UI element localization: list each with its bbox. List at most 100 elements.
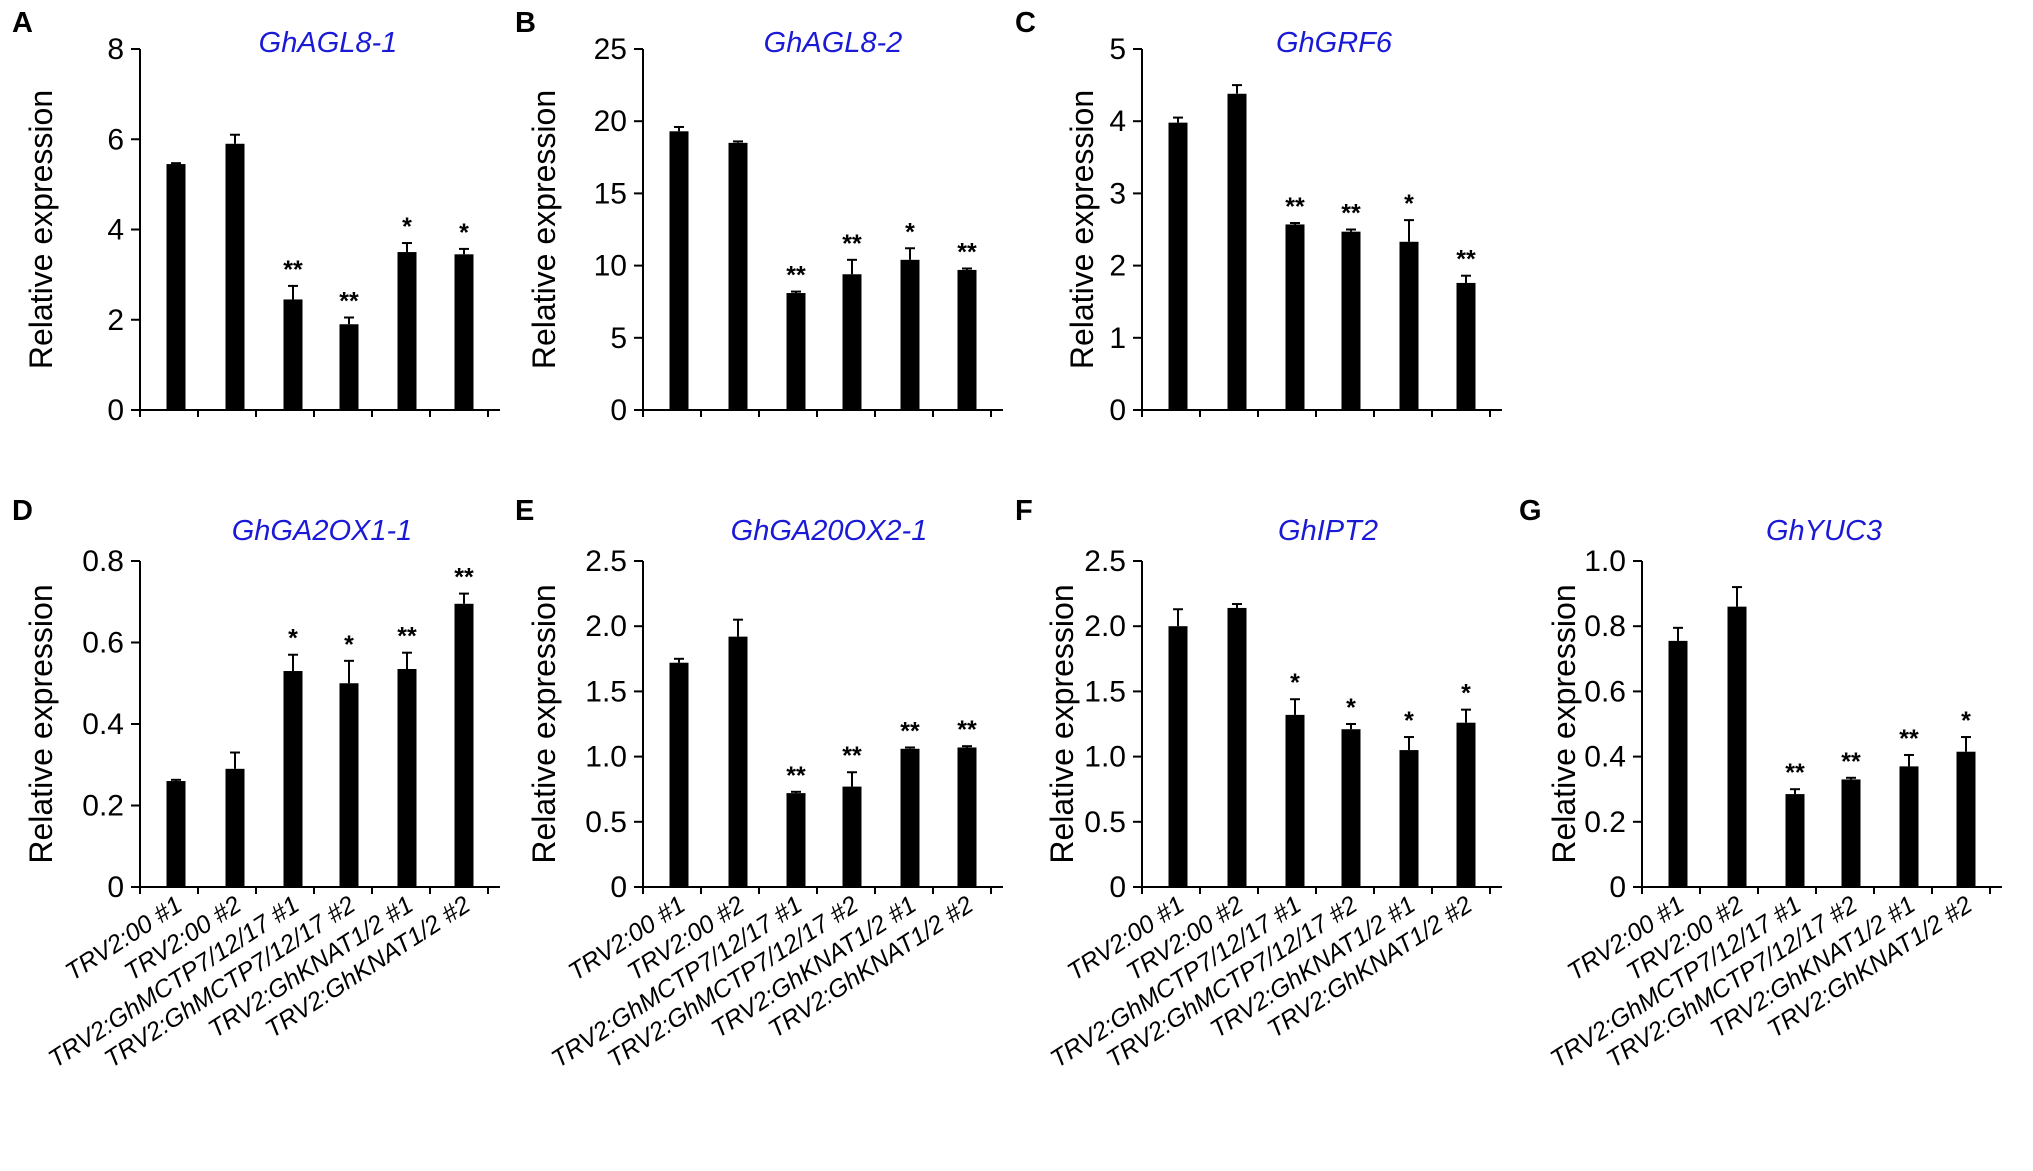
bar xyxy=(728,636,748,887)
y-tick-label: 0 xyxy=(1609,871,1626,904)
chart-title: GhIPT2 xyxy=(1278,515,1378,547)
bar xyxy=(957,269,977,410)
y-tick-label: 6 xyxy=(107,123,124,156)
bar xyxy=(786,793,806,887)
chart-title: GhGA20OX2-1 xyxy=(731,515,928,547)
y-tick-label: 8 xyxy=(107,33,124,66)
significance-label: ** xyxy=(1456,246,1476,274)
chart-panel-e: E GhGA20OX2-1 Relative expression 0 0.5 1.0 1.… xyxy=(515,495,1003,1073)
y-tick-label: 5 xyxy=(610,322,627,355)
panel-letter: C xyxy=(1015,7,1036,39)
bar xyxy=(397,668,417,887)
bar xyxy=(786,293,806,410)
bar xyxy=(1456,722,1476,887)
chart-panel-d: D GhGA2OX1-1 Relative expression 0 0.2 0.4 0.6… xyxy=(12,495,500,1073)
panel-letter: G xyxy=(1519,495,1542,527)
bar xyxy=(842,274,862,410)
y-tick-label: 0.8 xyxy=(82,545,124,578)
significance-label: ** xyxy=(957,716,977,744)
y-axis-label: Relative expression xyxy=(1044,584,1080,863)
y-tick-label: 2.0 xyxy=(585,610,627,643)
bar xyxy=(1168,626,1188,887)
y-axis-label: Relative expression xyxy=(1546,584,1582,863)
y-tick-label: 2.5 xyxy=(585,545,627,578)
bar xyxy=(957,747,977,887)
y-tick-label: 2 xyxy=(107,304,124,337)
bar xyxy=(166,164,186,410)
y-tick-label: 2 xyxy=(1109,250,1126,283)
bar xyxy=(900,748,920,887)
panel-letter: E xyxy=(515,495,534,527)
y-tick-label: 1 xyxy=(1109,322,1126,355)
y-tick-label: 0.5 xyxy=(1084,806,1126,839)
bar xyxy=(1168,122,1188,411)
bar xyxy=(1227,93,1247,410)
significance-label: ** xyxy=(957,238,977,266)
y-tick-label: 3 xyxy=(1109,177,1126,210)
significance-label: ** xyxy=(786,262,806,290)
y-tick-label: 0 xyxy=(107,394,124,427)
y-tick-label: 0.4 xyxy=(1584,741,1626,774)
significance-label: ** xyxy=(1285,193,1305,221)
bar xyxy=(1956,751,1976,887)
y-tick-label: 0 xyxy=(107,871,124,904)
chart-panel-g: G GhYUC3 Relative expression 0 0.2 0.4 0.6 0.8 1… xyxy=(1519,495,2002,1073)
y-axis-label: Relative expression xyxy=(526,584,562,863)
bar xyxy=(454,603,474,887)
y-tick-label: 0.8 xyxy=(1584,610,1626,643)
significance-label: * xyxy=(905,218,915,246)
y-tick-label: 4 xyxy=(107,214,124,247)
y-tick-label: 20 xyxy=(594,105,627,138)
y-tick-label: 2.5 xyxy=(1084,545,1126,578)
panel-letter: B xyxy=(515,7,536,39)
bar xyxy=(1668,640,1688,887)
significance-label: ** xyxy=(397,623,417,651)
significance-label: ** xyxy=(454,564,474,592)
bar xyxy=(339,324,359,410)
bar xyxy=(283,299,303,410)
significance-label: * xyxy=(1961,707,1971,735)
y-tick-label: 0 xyxy=(610,394,627,427)
chart-title: GhYUC3 xyxy=(1766,515,1882,547)
significance-label: * xyxy=(1461,680,1471,708)
significance-label: ** xyxy=(1785,759,1805,787)
y-axis-label: Relative expression xyxy=(526,90,562,369)
bar xyxy=(283,671,303,887)
panel-letter: A xyxy=(12,7,33,39)
bar xyxy=(397,252,417,410)
y-tick-label: 0 xyxy=(1109,871,1126,904)
bar xyxy=(1341,231,1361,410)
chart-title: GhGA2OX1-1 xyxy=(232,515,413,547)
bar xyxy=(1727,606,1747,887)
y-tick-label: 15 xyxy=(594,177,627,210)
y-tick-label: 4 xyxy=(1109,105,1126,138)
significance-label: * xyxy=(1404,707,1414,735)
y-tick-label: 0.6 xyxy=(82,627,124,660)
significance-label: ** xyxy=(1341,200,1361,228)
y-tick-label: 0.5 xyxy=(585,806,627,839)
y-axis-label: Relative expression xyxy=(1064,90,1100,369)
chart-title: GhGRF6 xyxy=(1276,27,1393,59)
bar xyxy=(1341,729,1361,887)
bar xyxy=(1285,714,1305,887)
y-tick-label: 10 xyxy=(594,250,627,283)
y-tick-label: 0.2 xyxy=(1584,806,1626,839)
chart-panel-f: F GhIPT2 Relative expression 0 0.5 1.0 1.5 2.0 2… xyxy=(1015,495,1502,1073)
y-tick-label: 1.0 xyxy=(1084,741,1126,774)
y-tick-label: 0 xyxy=(610,871,627,904)
bar xyxy=(1399,750,1419,887)
bar xyxy=(166,781,186,887)
y-tick-label: 1.0 xyxy=(1584,545,1626,578)
significance-label: ** xyxy=(842,742,862,770)
y-axis-label: Relative expression xyxy=(23,584,59,863)
y-axis-label: Relative expression xyxy=(23,90,59,369)
y-tick-label: 2.0 xyxy=(1084,610,1126,643)
significance-label: ** xyxy=(1899,725,1919,753)
bar xyxy=(1841,779,1861,887)
significance-label: * xyxy=(288,625,298,653)
panel-letter: D xyxy=(12,495,33,527)
bar xyxy=(1399,241,1419,410)
